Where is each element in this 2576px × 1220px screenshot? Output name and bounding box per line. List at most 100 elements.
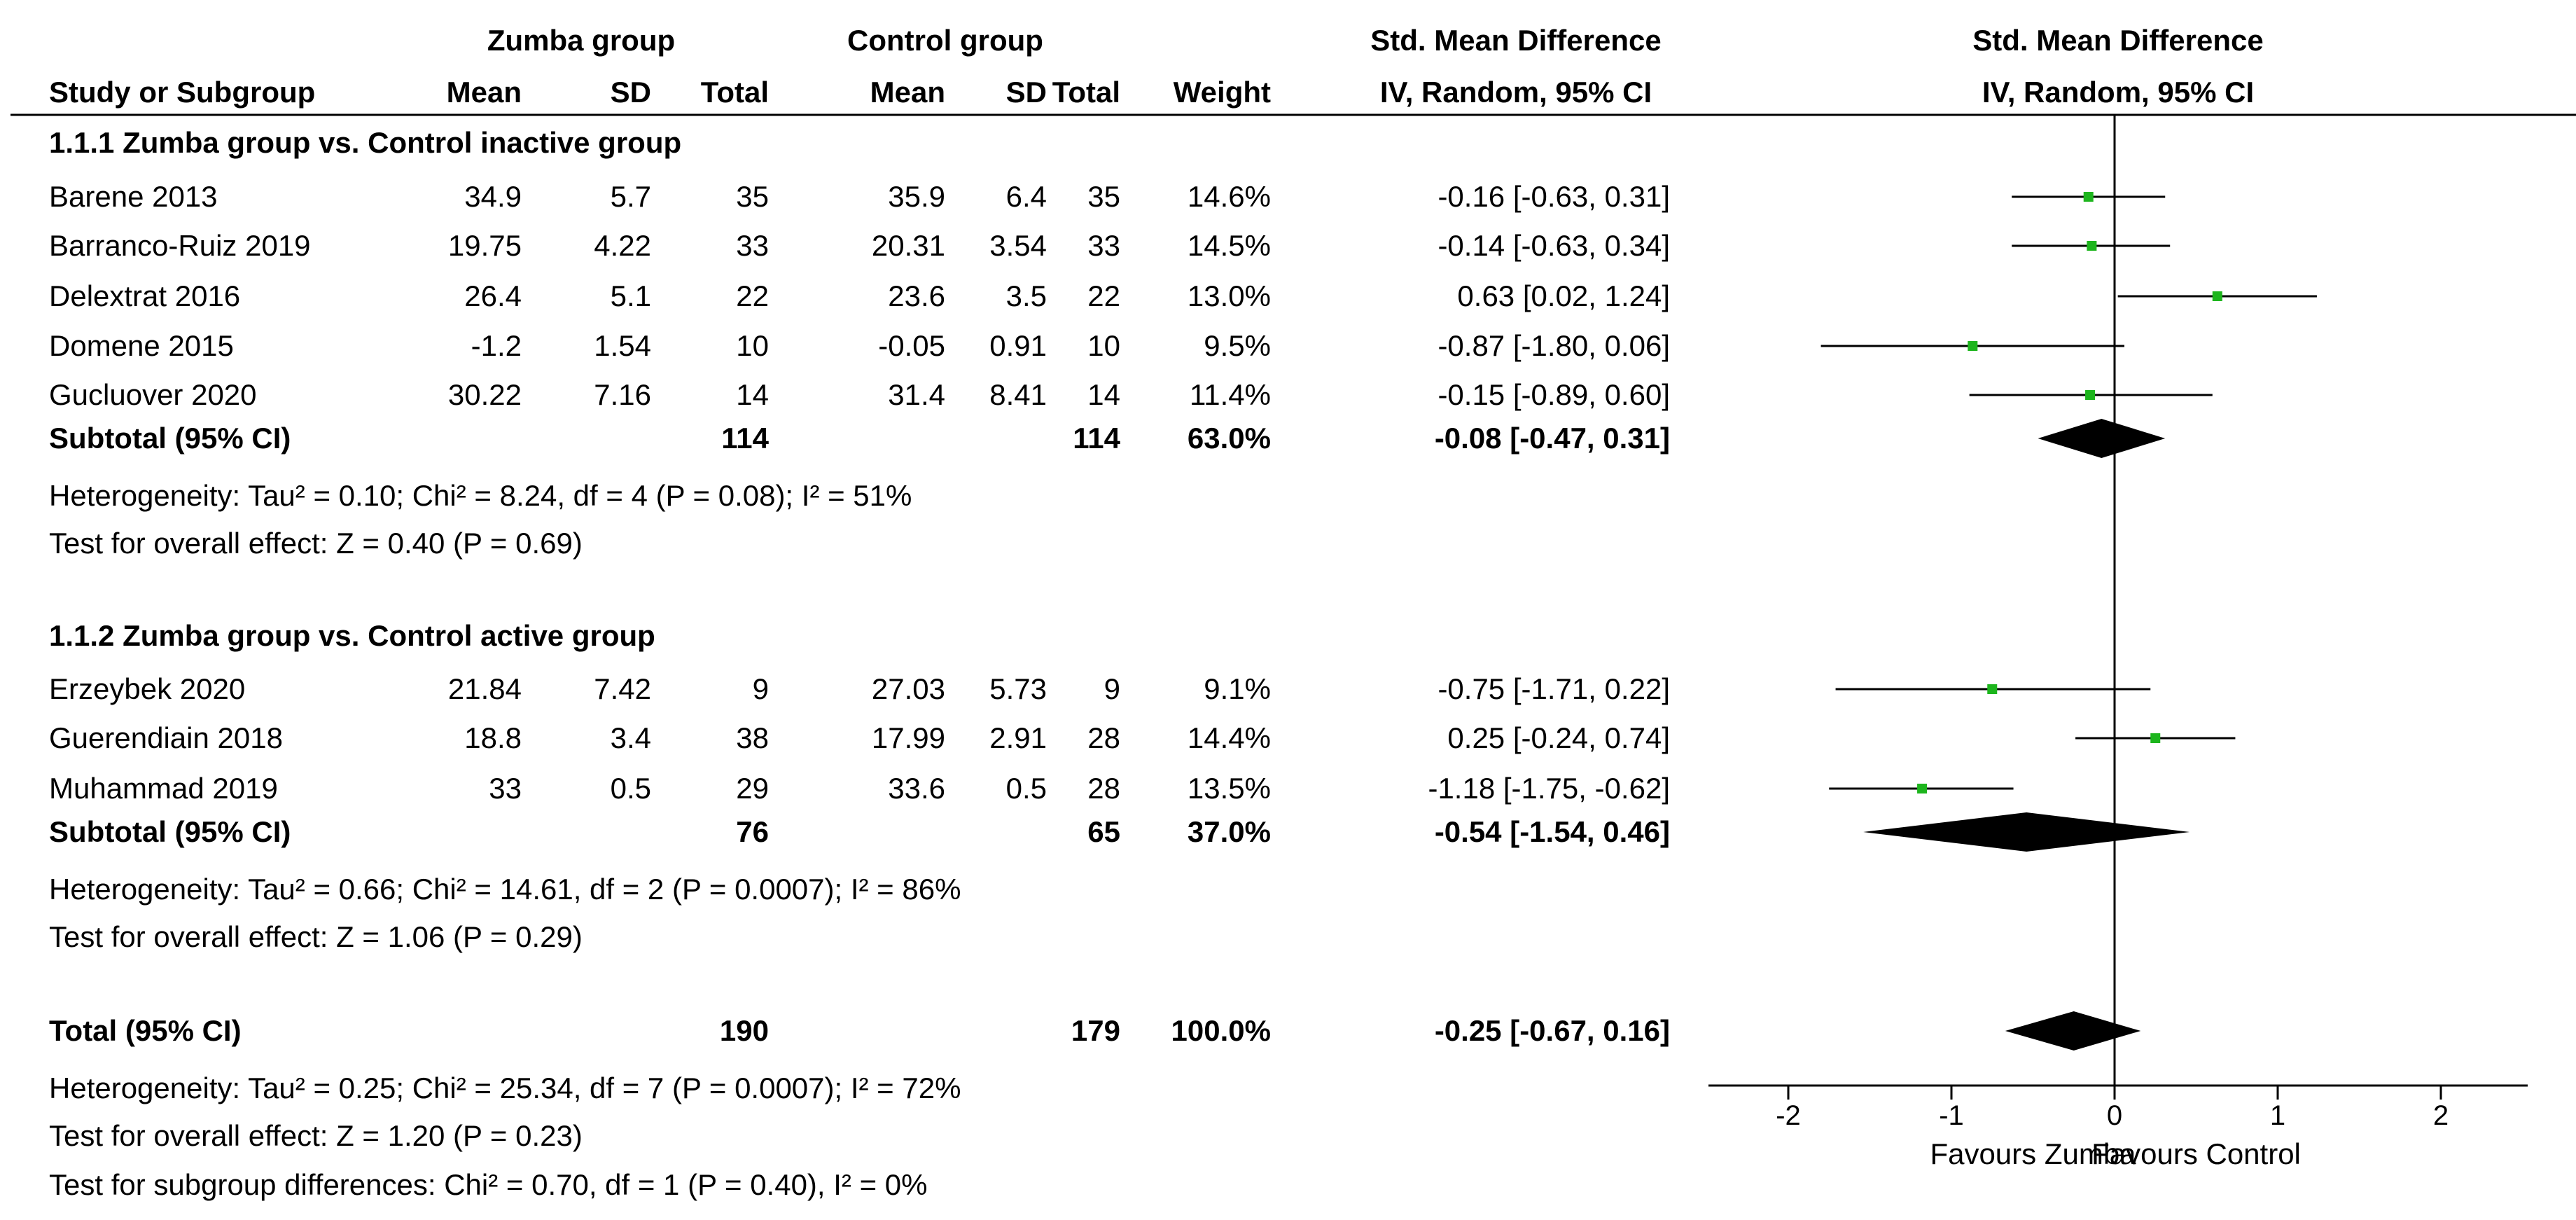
- zumba-mean: 33: [489, 772, 522, 805]
- control-total: 22: [1087, 279, 1120, 312]
- control-mean: 33.6: [888, 772, 945, 805]
- control-sd: 3.54: [989, 229, 1047, 262]
- subgroup-title: 1.1.1 Zumba group vs. Control inactive g…: [49, 126, 681, 159]
- zumba-mean: 19.75: [448, 229, 522, 262]
- effect-square: [1968, 341, 1978, 351]
- control-sd: 6.4: [1006, 180, 1047, 213]
- control-mean: 23.6: [888, 279, 945, 312]
- total-overall-effect-text: Test for overall effect: Z = 1.20 (P = 0…: [49, 1119, 583, 1152]
- study-weight: 14.6%: [1188, 180, 1271, 213]
- study-ci-text: -0.16 [-0.63, 0.31]: [1437, 180, 1670, 213]
- control-sd: 0.91: [989, 329, 1047, 362]
- control-total: 28: [1087, 721, 1120, 754]
- control-mean: 17.99: [872, 721, 945, 754]
- control-total: 35: [1087, 180, 1120, 213]
- x-axis-tick-label: 2: [2433, 1100, 2449, 1131]
- favours-control-label: Favours Control: [2091, 1137, 2301, 1170]
- effect-square: [2212, 291, 2222, 301]
- zumba-total: 22: [736, 279, 769, 312]
- column-header: SD: [1006, 76, 1047, 109]
- study-weight: 14.4%: [1188, 721, 1271, 754]
- study-ci-text: -0.75 [-1.71, 0.22]: [1437, 672, 1670, 705]
- effect-square: [2150, 733, 2161, 743]
- zumba-mean: 34.9: [464, 180, 522, 213]
- favours-zumba-label: Favours Zumba: [1930, 1137, 2136, 1170]
- subtotal-1-diamond: [2038, 419, 2166, 458]
- study-ci-text: -0.14 [-0.63, 0.34]: [1437, 229, 1670, 262]
- zumba-mean: 26.4: [464, 279, 522, 312]
- zumba-total: 35: [736, 180, 769, 213]
- total-control-total: 179: [1071, 1014, 1120, 1047]
- zumba-mean: 21.84: [448, 672, 522, 705]
- column-header: Study or Subgroup: [49, 76, 315, 109]
- effect-subheader: IV, Random, 95% CI: [1380, 76, 1652, 109]
- subtotal-2-ci-text: -0.54 [-1.54, 0.46]: [1435, 815, 1670, 848]
- zumba-sd: 7.16: [594, 378, 651, 411]
- subgroup-differences-text: Test for subgroup differences: Chi² = 0.…: [49, 1168, 927, 1201]
- zumba-total: 38: [736, 721, 769, 754]
- zumba-total: 29: [736, 772, 769, 805]
- total-diamond: [2005, 1011, 2141, 1051]
- zumba-sd: 7.42: [594, 672, 651, 705]
- subtotal-1-weight: 63.0%: [1188, 422, 1271, 455]
- control-total: 14: [1087, 378, 1120, 411]
- subtotal-1-zumba-total: 114: [721, 422, 769, 455]
- column-header: Total: [1052, 76, 1120, 109]
- total-heterogeneity-text: Heterogeneity: Tau² = 0.25; Chi² = 25.34…: [49, 1072, 961, 1104]
- study-weight: 9.1%: [1204, 672, 1271, 705]
- x-axis-tick-label: 0: [2107, 1100, 2122, 1131]
- subtotal-2-diamond: [1863, 812, 2190, 852]
- subtotal-1-ci-text: -0.08 [-0.47, 0.31]: [1435, 422, 1670, 455]
- zumba-mean: 18.8: [464, 721, 522, 754]
- control-total: 33: [1087, 229, 1120, 262]
- zumba-sd: 3.4: [611, 721, 651, 754]
- control-sd: 8.41: [989, 378, 1047, 411]
- study-name: Domene 2015: [49, 329, 234, 362]
- study-weight: 13.5%: [1188, 772, 1271, 805]
- study-weight: 9.5%: [1204, 329, 1271, 362]
- study-ci-text: 0.25 [-0.24, 0.74]: [1447, 721, 1670, 754]
- effect-square: [2085, 390, 2096, 400]
- zumba-mean: 30.22: [448, 378, 522, 411]
- zumba-sd: 1.54: [594, 329, 651, 362]
- zumba-total: 14: [736, 378, 769, 411]
- effect-square: [1987, 684, 1998, 694]
- study-name: Guerendiain 2018: [49, 721, 283, 754]
- subtotal-1-label: Subtotal (95% CI): [49, 422, 291, 455]
- zumba-mean: -1.2: [471, 329, 522, 362]
- control-total: 10: [1087, 329, 1120, 362]
- study-ci-text: -0.87 [-1.80, 0.06]: [1437, 329, 1670, 362]
- plot-header: Std. Mean Difference: [1972, 24, 2263, 57]
- study-name: Barranco-Ruiz 2019: [49, 229, 311, 262]
- overall-effect-text: Test for overall effect: Z = 0.40 (P = 0…: [49, 527, 583, 560]
- plot-subheader: IV, Random, 95% CI: [1982, 76, 2254, 109]
- control-total: 9: [1104, 672, 1120, 705]
- total-weight: 100.0%: [1171, 1014, 1271, 1047]
- zumba-group-header: Zumba group: [487, 24, 675, 57]
- zumba-sd: 4.22: [594, 229, 651, 262]
- study-name: Gucluover 2020: [49, 378, 257, 411]
- subtotal-2-label: Subtotal (95% CI): [49, 815, 291, 848]
- total-label: Total (95% CI): [49, 1014, 242, 1047]
- zumba-sd: 0.5: [611, 772, 651, 805]
- overall-effect-text: Test for overall effect: Z = 1.06 (P = 0…: [49, 920, 583, 953]
- control-mean: 20.31: [872, 229, 945, 262]
- control-mean: -0.05: [878, 329, 945, 362]
- effect-header: Std. Mean Difference: [1370, 24, 1661, 57]
- subgroup-title: 1.1.2 Zumba group vs. Control active gro…: [49, 619, 655, 652]
- study-name: Barene 2013: [49, 180, 218, 213]
- heterogeneity-text: Heterogeneity: Tau² = 0.10; Chi² = 8.24,…: [49, 479, 912, 512]
- control-mean: 35.9: [888, 180, 945, 213]
- control-group-header: Control group: [847, 24, 1043, 57]
- total-zumba-total: 190: [720, 1014, 769, 1047]
- effect-square: [2087, 241, 2097, 251]
- x-axis-tick-label: -1: [1939, 1100, 1964, 1131]
- control-sd: 5.73: [989, 672, 1047, 705]
- subtotal-2-zumba-total: 76: [736, 815, 769, 848]
- study-weight: 11.4%: [1190, 378, 1271, 411]
- column-header: Mean: [870, 76, 945, 109]
- control-sd: 3.5: [1006, 279, 1047, 312]
- study-name: Muhammad 2019: [49, 772, 278, 805]
- zumba-sd: 5.7: [611, 180, 651, 213]
